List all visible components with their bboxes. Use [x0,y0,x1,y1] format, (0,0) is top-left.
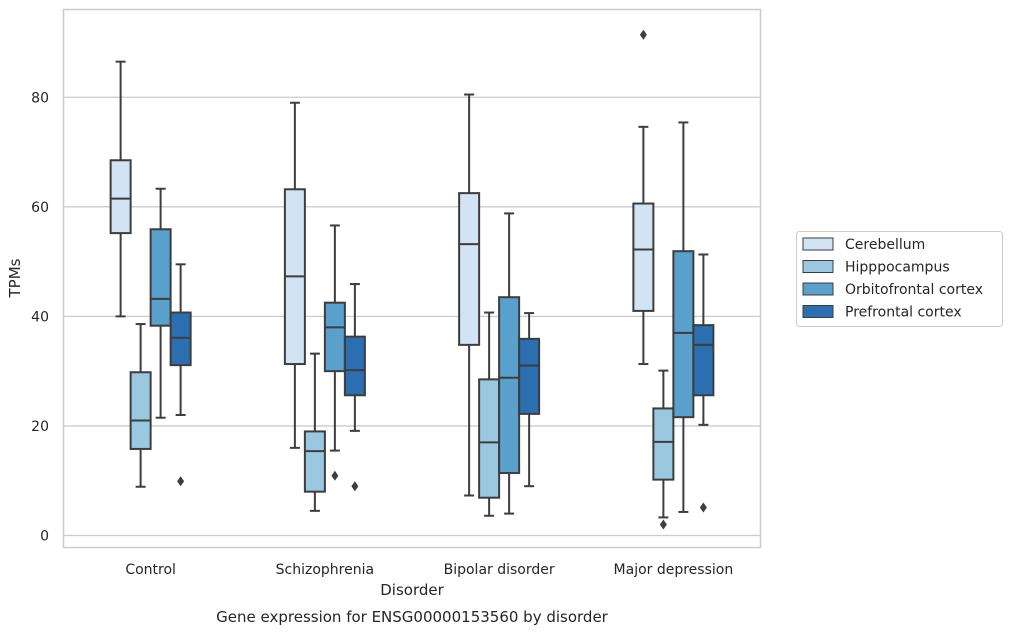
legend-swatch [802,260,834,273]
box-2-1 [478,311,501,517]
box [672,250,695,419]
box-0-3 [169,263,192,487]
box [458,192,481,346]
outlier-point [699,502,707,513]
legend-label: Hipppocampus [845,260,950,276]
box-2-2 [498,212,521,515]
y-tick-label: 80 [31,90,49,106]
y-tick-label: 60 [31,200,49,216]
legend-item: Hipppocampus [802,260,950,276]
plot-frame [62,8,762,549]
box [652,407,675,481]
y-tick-labels: 0 20 40 60 80 [31,90,49,544]
box [343,335,366,397]
box-2-0 [458,93,481,497]
outlier-point [331,470,339,481]
legend: Cerebellum Hipppocampus Orbitofrontal cort… [796,231,1003,327]
box-3-3 [692,253,715,513]
box-0-1 [129,323,152,488]
box [692,324,715,397]
legend-swatch [802,305,834,318]
outlier-point [659,519,667,530]
outlier-point [639,29,647,40]
y-tick-label: 20 [31,419,49,435]
box-2-3 [518,312,541,488]
x-tick-label: Bipolar disorder [444,562,555,578]
box-0-0 [109,60,132,318]
box [518,337,541,415]
box-0-2 [149,187,172,419]
box [129,371,152,450]
legend-frame [796,231,1003,327]
box-1-0 [283,101,306,449]
x-tick-label: Major depression [614,562,734,578]
legend-label: Prefrontal cortex [845,305,962,321]
x-tick-label: Schizophrenia [276,562,374,578]
box [149,228,172,327]
legend-label: Orbitofrontal cortex [845,282,983,298]
outlier-point [351,481,359,492]
box-1-1 [303,352,326,512]
box-3-1 [652,369,675,530]
legend-item: Prefrontal cortex [802,305,962,321]
legend-item: Cerebellum [802,237,925,253]
box [323,301,346,373]
figure-caption: Gene expression for ENSG00000153560 by d… [216,608,609,626]
y-axis-title: TPMs [6,258,24,298]
legend-item: Orbitofrontal cortex [802,282,983,298]
box-3-2 [672,121,695,513]
box-group [109,29,715,530]
legend-swatch [802,237,834,251]
box [632,202,655,312]
box [478,378,501,499]
box [109,159,132,235]
x-tick-labels: Control Schizophrenia Bipolar disorder Majo… [125,562,733,578]
box [169,311,192,367]
box-1-2 [323,224,346,481]
box [303,430,326,493]
legend-swatch [802,282,834,296]
legend-label: Cerebellum [845,237,925,253]
box-1-3 [343,283,366,492]
y-tick-label: 0 [40,529,49,545]
outlier-point [177,476,185,487]
box [498,296,521,475]
box-3-0 [632,29,655,366]
y-tick-label: 40 [31,309,49,325]
x-axis-title: Disorder [380,581,444,599]
x-tick-label: Control [125,562,176,578]
